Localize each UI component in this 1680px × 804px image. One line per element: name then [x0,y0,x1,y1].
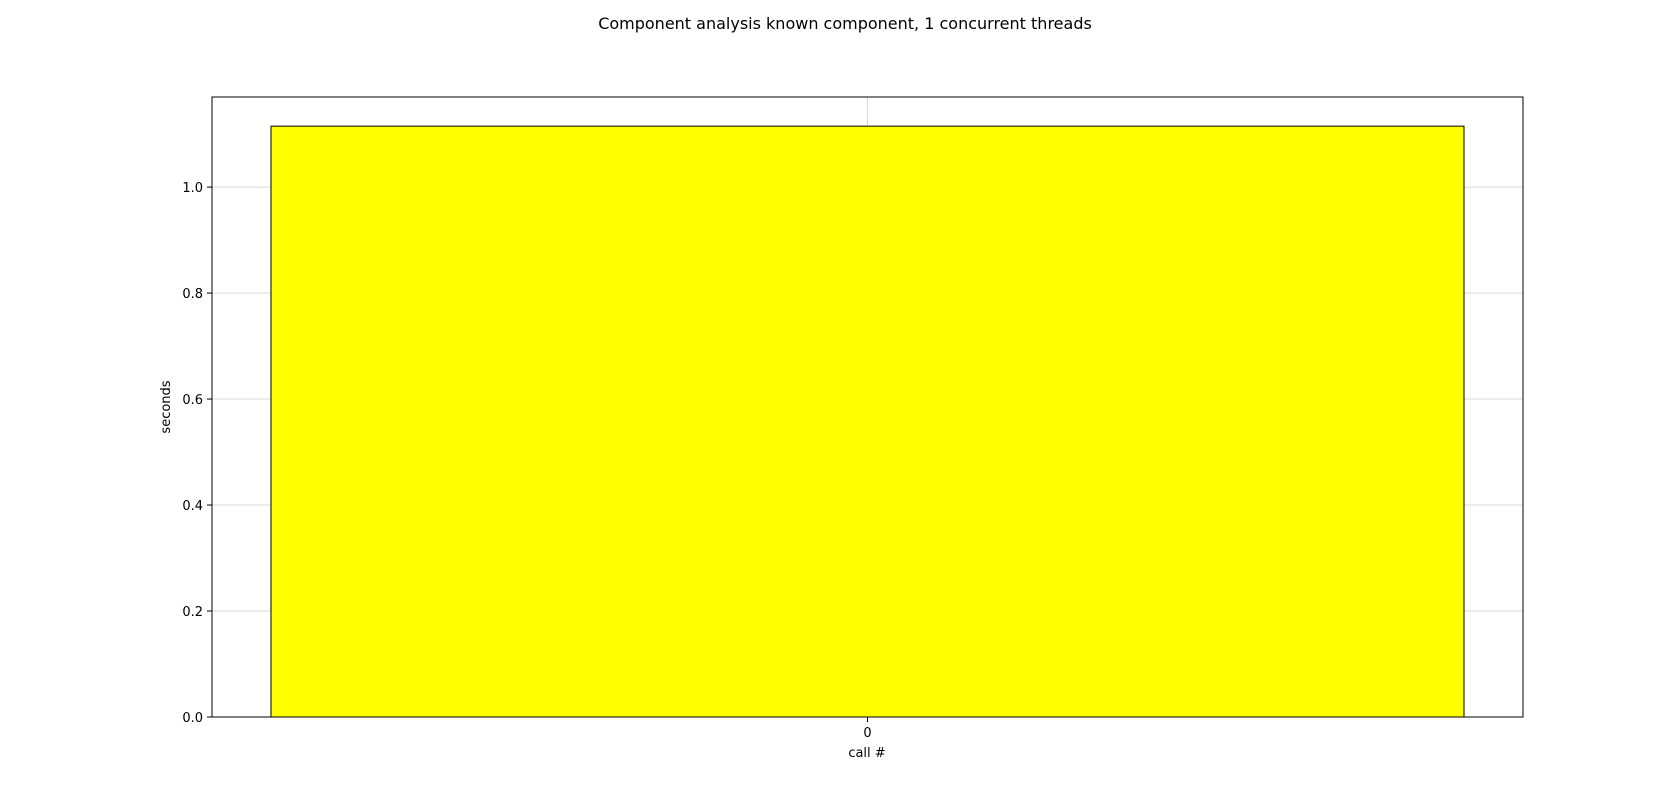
x-axis-label: call # [848,746,885,761]
y-tick-label: 1.0 [182,181,203,196]
bar-0 [270,125,1465,718]
y-tick-label: 0.8 [182,287,203,302]
bar-layer [270,125,1465,718]
y-tick-label: 0.4 [182,499,203,514]
chart-title: Component analysis known component, 1 co… [598,14,1092,33]
x-axis-ticks: 0 [863,717,872,741]
y-axis-label: seconds [159,380,174,433]
y-axis-ticks: 0.0 0.2 0.4 0.6 0.8 1.0 [182,181,212,726]
y-tick-label: 0.6 [182,393,203,408]
y-tick-label: 0.0 [182,711,203,726]
x-tick-label: 0 [863,726,871,741]
y-tick-label: 0.2 [182,605,203,620]
